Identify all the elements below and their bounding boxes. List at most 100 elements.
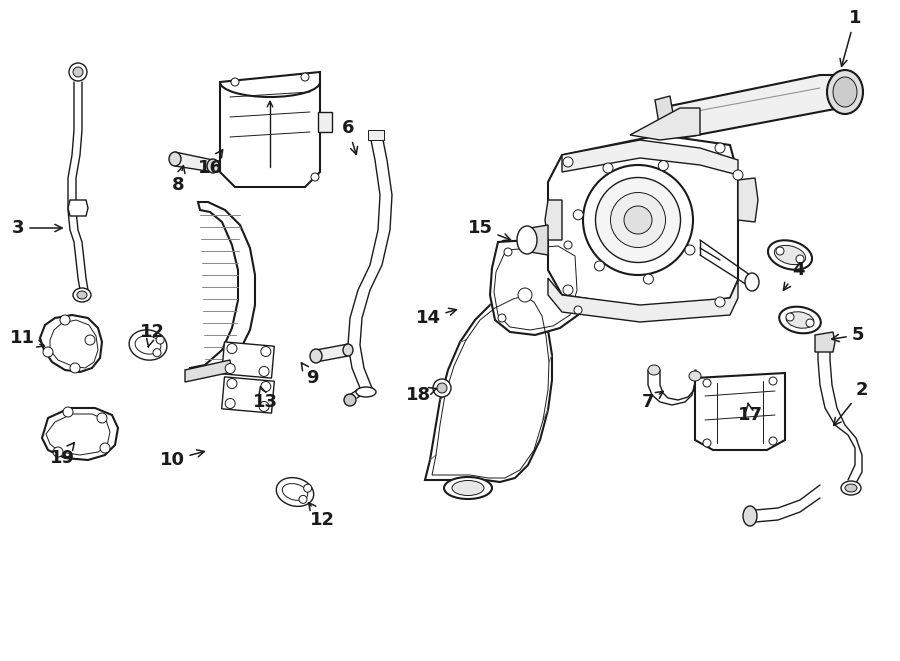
Ellipse shape <box>827 70 863 114</box>
Ellipse shape <box>299 495 307 504</box>
Ellipse shape <box>703 379 711 387</box>
Ellipse shape <box>563 285 573 295</box>
Ellipse shape <box>129 330 166 360</box>
Ellipse shape <box>225 399 235 408</box>
Ellipse shape <box>433 379 451 397</box>
Ellipse shape <box>344 394 356 406</box>
Text: 9: 9 <box>302 363 319 387</box>
Ellipse shape <box>498 314 506 322</box>
Ellipse shape <box>833 77 857 107</box>
Ellipse shape <box>261 381 271 391</box>
Polygon shape <box>221 377 274 413</box>
Ellipse shape <box>153 348 161 357</box>
Ellipse shape <box>769 377 777 385</box>
Ellipse shape <box>276 478 314 506</box>
Polygon shape <box>316 344 348 362</box>
Polygon shape <box>68 200 88 216</box>
Polygon shape <box>548 278 738 322</box>
Ellipse shape <box>259 401 269 411</box>
Ellipse shape <box>100 443 110 453</box>
Ellipse shape <box>648 365 660 375</box>
Polygon shape <box>815 332 835 352</box>
Polygon shape <box>528 225 548 255</box>
Ellipse shape <box>356 387 376 397</box>
Ellipse shape <box>796 255 804 263</box>
Text: 1: 1 <box>840 9 861 66</box>
Polygon shape <box>490 238 585 335</box>
Ellipse shape <box>73 67 83 77</box>
Polygon shape <box>175 152 213 172</box>
Ellipse shape <box>845 484 857 492</box>
Polygon shape <box>695 373 785 450</box>
Ellipse shape <box>644 274 653 284</box>
Ellipse shape <box>60 315 70 325</box>
Polygon shape <box>185 360 232 382</box>
Polygon shape <box>562 140 738 175</box>
Text: 4: 4 <box>783 261 805 290</box>
Ellipse shape <box>444 477 492 499</box>
Ellipse shape <box>311 173 319 181</box>
Ellipse shape <box>624 206 652 234</box>
Ellipse shape <box>70 363 80 373</box>
Ellipse shape <box>231 78 239 86</box>
Polygon shape <box>221 342 274 378</box>
Ellipse shape <box>504 248 512 256</box>
Polygon shape <box>40 315 102 372</box>
Polygon shape <box>188 202 255 375</box>
Ellipse shape <box>563 157 573 167</box>
Ellipse shape <box>659 161 669 171</box>
Ellipse shape <box>685 245 695 255</box>
Text: 12: 12 <box>309 502 335 529</box>
Ellipse shape <box>715 143 725 153</box>
Ellipse shape <box>743 506 757 526</box>
Ellipse shape <box>841 481 861 495</box>
Ellipse shape <box>53 447 63 457</box>
Ellipse shape <box>43 347 53 357</box>
Ellipse shape <box>774 245 806 264</box>
Ellipse shape <box>603 163 613 173</box>
Text: 8: 8 <box>172 166 184 194</box>
Polygon shape <box>220 72 320 187</box>
Ellipse shape <box>77 291 87 299</box>
Ellipse shape <box>343 344 353 356</box>
Text: 11: 11 <box>10 329 44 347</box>
Ellipse shape <box>261 346 271 356</box>
Ellipse shape <box>769 437 777 445</box>
Ellipse shape <box>85 335 95 345</box>
Text: 16: 16 <box>197 150 222 177</box>
Ellipse shape <box>806 319 814 327</box>
Ellipse shape <box>573 210 583 219</box>
Polygon shape <box>545 200 562 240</box>
Ellipse shape <box>156 336 164 344</box>
Ellipse shape <box>786 313 794 321</box>
Ellipse shape <box>310 349 322 363</box>
Text: 17: 17 <box>737 403 762 424</box>
Ellipse shape <box>227 344 237 354</box>
Ellipse shape <box>776 247 784 255</box>
Text: 6: 6 <box>342 119 357 155</box>
Text: 5: 5 <box>832 326 864 344</box>
Text: 10: 10 <box>159 450 204 469</box>
Ellipse shape <box>69 63 87 81</box>
Ellipse shape <box>610 192 665 247</box>
Ellipse shape <box>786 312 814 329</box>
Ellipse shape <box>301 73 309 81</box>
Ellipse shape <box>303 485 311 492</box>
Polygon shape <box>42 408 118 460</box>
Ellipse shape <box>97 413 107 423</box>
Ellipse shape <box>564 241 572 249</box>
Polygon shape <box>738 178 758 222</box>
Ellipse shape <box>207 159 219 173</box>
Polygon shape <box>655 96 675 130</box>
Ellipse shape <box>63 407 73 417</box>
Ellipse shape <box>169 152 181 166</box>
Ellipse shape <box>703 439 711 447</box>
Polygon shape <box>318 112 332 132</box>
Text: 12: 12 <box>140 323 165 347</box>
Ellipse shape <box>518 288 532 302</box>
Ellipse shape <box>437 383 447 393</box>
Ellipse shape <box>517 226 537 254</box>
Text: 3: 3 <box>12 219 62 237</box>
Ellipse shape <box>225 364 235 373</box>
Polygon shape <box>660 75 840 142</box>
